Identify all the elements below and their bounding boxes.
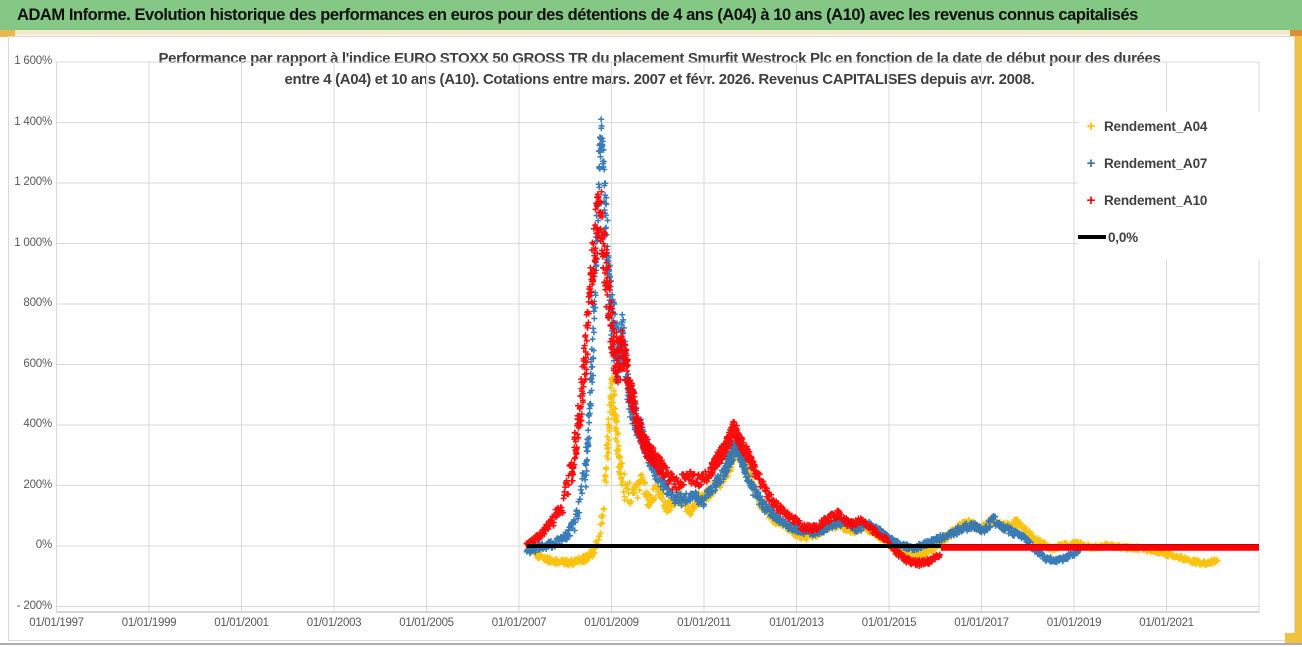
y-tick-label: 600% [23,357,52,370]
x-tick-label: 01/01/2005 [399,617,454,629]
y-tick-label: 0% [35,539,52,551]
x-tick-label: 01/01/1999 [121,617,177,629]
banner-title: ADAM Informe. Evolution historique des p… [17,5,1138,24]
x-tick-label: 01/01/2011 [677,617,731,629]
y-tick-label: 800% [23,297,52,309]
y-tick-label: - 200% [16,599,52,612]
legend-label: Rendement_A10 [1104,192,1208,208]
y-tick-label: 200% [23,478,52,491]
legend[interactable]: + Rendement_A04 + Rendement_A07 + Rendem… [1078,112,1260,260]
y-tick-label: 400% [23,418,52,430]
y-tick-label: 1 400% [14,115,52,128]
x-tick-label: 01/01/2007 [491,617,547,629]
bottom-right-gold-handle[interactable] [1285,633,1302,643]
x-tick-label: 01/01/2019 [1046,617,1102,629]
legend-label: Rendement_A04 [1104,118,1208,134]
x-tick-label: 01/01/1997 [29,617,84,629]
plus-marker-icon: + [1086,154,1096,172]
x-tick-label: 01/01/2015 [861,617,917,629]
line-marker-icon [1078,235,1106,239]
series-Rendement_A10[interactable] [523,188,943,569]
chart-title-line1: Performance par rapport à l'indice EURO … [158,50,1161,67]
x-tick-label: 01/01/2003 [306,617,362,629]
gold-underline-left-cap [0,30,15,37]
y-tick-label: 1 200% [14,176,52,188]
legend-item-rendement-a04[interactable]: + Rendement_A04 [1078,112,1260,140]
x-tick-label: 01/01/2013 [769,617,824,629]
chart-title[interactable]: Performance par rapport à l'indice EURO … [57,48,1262,90]
x-tick-label: 01/01/2021 [1139,617,1194,629]
top-banner: ADAM Informe. Evolution historique des p… [0,0,1302,30]
legend-item-zero-line[interactable]: 0,0% [1078,223,1260,251]
y-tick-label: 1 000% [14,236,52,249]
legend-item-rendement-a10[interactable]: + Rendement_A10 [1078,186,1260,214]
gold-underline [0,30,1302,35]
legend-label: Rendement_A07 [1104,155,1208,171]
gold-underline-right-cap [1290,30,1302,38]
legend-label: 0,0% [1108,229,1138,245]
series-Rendement_A07[interactable] [523,116,1082,566]
plus-marker-icon: + [1086,191,1096,209]
x-tick-label: 01/01/2001 [214,617,269,629]
right-gold-border [1295,36,1302,642]
plus-marker-icon: + [1086,117,1096,135]
x-tick-label: 01/01/2009 [584,617,639,629]
chart-title-line2: entre 4 (A04) et 10 ans (A10). Cotations… [284,71,1035,88]
y-tick-label: 1 600% [14,55,52,67]
legend-item-rendement-a07[interactable]: + Rendement_A07 [1078,149,1260,177]
bottom-divider [0,643,1302,645]
x-tick-label: 01/01/2017 [954,617,1009,629]
